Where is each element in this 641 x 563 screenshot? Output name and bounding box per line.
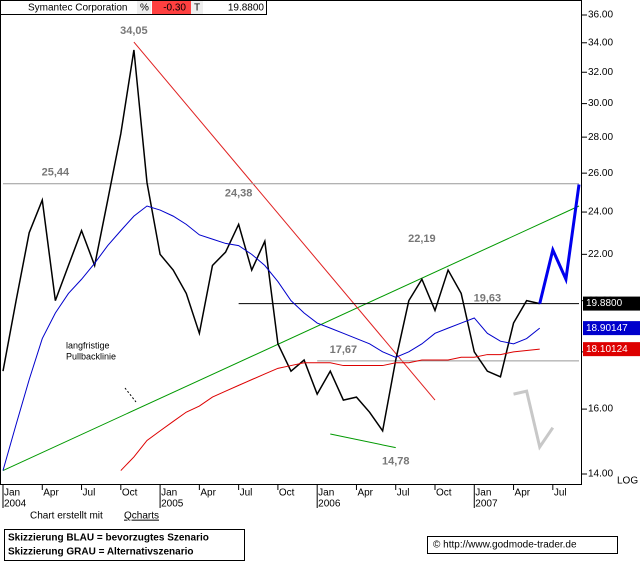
x-tick-label: Jan <box>318 488 334 499</box>
y-tick-label: 36.00 <box>588 10 613 21</box>
plot-area <box>2 41 581 471</box>
price-line <box>120 348 540 471</box>
price-line <box>2 205 541 471</box>
change: -0.30 <box>163 3 186 14</box>
change-cell <box>152 1 191 14</box>
annotation: 34,05 <box>120 25 148 37</box>
y-tick-label: 34.00 <box>588 37 613 48</box>
x-tick-label: Oct <box>436 488 452 499</box>
x-tick-label: Jul <box>240 488 253 499</box>
note: Pullbacklinie <box>66 351 116 361</box>
trend-line <box>330 433 396 449</box>
annotation: 14,78 <box>382 456 410 468</box>
y-tick-label: 16.00 <box>588 404 613 415</box>
x-tick-label: Apr <box>515 488 531 499</box>
annotation: 17,67 <box>330 344 358 356</box>
last-value-tag <box>583 296 640 311</box>
x-year-label: 2006 <box>318 499 341 510</box>
note-pointer <box>124 387 137 403</box>
x-tick-label: Oct <box>279 488 295 499</box>
scenario-line <box>538 184 581 304</box>
y-tick-label: 30.00 <box>588 98 613 109</box>
y-tick-label: 14.00 <box>588 469 613 480</box>
copyright-box <box>427 536 618 554</box>
note: langfristige <box>66 340 110 350</box>
x-tick-label: Jan <box>475 488 491 499</box>
legend-box <box>4 529 245 561</box>
header-cell <box>137 1 151 14</box>
y-tick-label: 24.00 <box>588 207 613 218</box>
x-tick-label: Jan <box>161 488 177 499</box>
last-value-label: 19.8800 <box>586 298 623 309</box>
scenario-note: Skizzierung GRAU = Alternativszenario <box>8 547 194 558</box>
last-value-tag <box>583 342 640 357</box>
annotation: 19,63 <box>474 293 502 305</box>
x-year-label: 2005 <box>161 499 184 510</box>
ticker-name: Symantec Corporation <box>28 3 128 14</box>
credit: Chart erstellt mit <box>30 511 103 522</box>
y-tick-label: 26.00 <box>588 168 613 179</box>
x-tick-label: Apr <box>200 488 216 499</box>
last-value-label: 18.10124 <box>586 344 628 355</box>
trend-line <box>2 205 580 471</box>
last-price: 19.8800 <box>228 3 265 14</box>
plot-frame <box>0 0 582 485</box>
header-cell <box>191 1 203 14</box>
x-year-label: 2004 <box>4 499 27 510</box>
scenario-note: Skizzierung BLAU = bevorzugtes Szenario <box>8 533 209 544</box>
scenario-line <box>513 389 555 451</box>
x-tick-label: Jan <box>4 488 20 499</box>
x-tick-label: Oct <box>122 488 138 499</box>
change-unit: % <box>140 3 149 14</box>
x-tick-label: Jul <box>554 488 567 499</box>
x-tick-label: Apr <box>43 488 59 499</box>
credit-link[interactable]: Qcharts <box>124 511 159 522</box>
last-value-label: 18.90147 <box>586 323 628 334</box>
y-tick-label: 28.00 <box>588 132 613 143</box>
x-tick-label: Apr <box>357 488 373 499</box>
annotation: 22,19 <box>408 233 436 245</box>
copyright[interactable]: © http://www.godmode-trader.de <box>433 540 577 551</box>
x-year-label: 2007 <box>475 499 498 510</box>
log-label: LOG <box>617 476 638 487</box>
annotation: 24,38 <box>225 187 253 199</box>
last-mark: T <box>194 3 200 14</box>
trend-line <box>133 41 436 401</box>
annotation: 25,44 <box>42 167 70 179</box>
price-line <box>2 49 540 433</box>
x-tick-label: Jul <box>83 488 96 499</box>
x-tick-label: Jul <box>397 488 410 499</box>
last-value-tag <box>583 321 640 336</box>
y-tick-label: 32.00 <box>588 67 613 78</box>
y-tick-label: 22.00 <box>588 249 613 260</box>
